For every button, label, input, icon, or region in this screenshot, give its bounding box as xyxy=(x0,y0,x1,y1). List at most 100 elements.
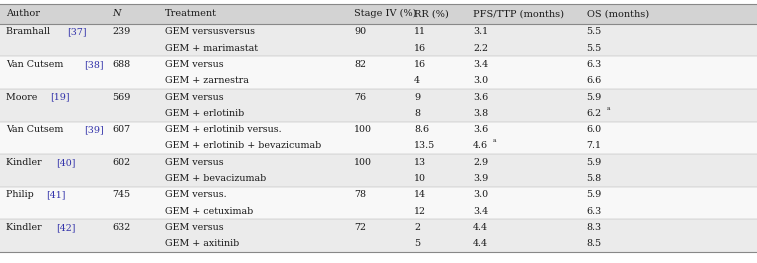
Bar xyxy=(0,40,757,56)
Text: 4.4: 4.4 xyxy=(473,239,488,248)
Text: 6.0: 6.0 xyxy=(587,125,602,134)
Bar xyxy=(0,236,757,252)
Text: 3.0: 3.0 xyxy=(473,190,488,199)
Text: 10: 10 xyxy=(414,174,426,183)
Text: GEM versus: GEM versus xyxy=(165,93,223,102)
Text: 100: 100 xyxy=(354,125,372,134)
Text: 5: 5 xyxy=(414,239,420,248)
Text: GEM versus: GEM versus xyxy=(165,60,223,69)
Text: PFS/TTP (months): PFS/TTP (months) xyxy=(473,9,564,18)
Text: 6.3: 6.3 xyxy=(587,60,602,69)
Text: GEM + marimastat: GEM + marimastat xyxy=(165,44,258,53)
Text: 78: 78 xyxy=(354,190,366,199)
Text: Stage IV (%): Stage IV (%) xyxy=(354,9,417,18)
Text: [38]: [38] xyxy=(84,60,104,69)
Text: 4.4: 4.4 xyxy=(473,223,488,232)
Text: GEM + axitinib: GEM + axitinib xyxy=(165,239,239,248)
Text: 12: 12 xyxy=(414,207,426,216)
Text: 602: 602 xyxy=(112,158,130,167)
Text: 76: 76 xyxy=(354,93,366,102)
Text: 90: 90 xyxy=(354,27,366,36)
Text: 3.4: 3.4 xyxy=(473,60,488,69)
Text: Van Cutsem: Van Cutsem xyxy=(6,60,67,69)
Bar xyxy=(0,170,757,187)
Text: Kindler: Kindler xyxy=(6,158,45,167)
Text: 8.6: 8.6 xyxy=(414,125,429,134)
Text: [42]: [42] xyxy=(56,223,76,232)
Text: [19]: [19] xyxy=(51,93,70,102)
Text: [39]: [39] xyxy=(84,125,104,134)
Text: 9: 9 xyxy=(414,93,420,102)
Text: GEM + cetuximab: GEM + cetuximab xyxy=(165,207,254,216)
Text: a: a xyxy=(493,138,496,143)
Text: 5.9: 5.9 xyxy=(587,190,602,199)
Text: Kindler: Kindler xyxy=(6,223,45,232)
Text: 3.0: 3.0 xyxy=(473,76,488,85)
Text: [40]: [40] xyxy=(56,158,76,167)
Text: 16: 16 xyxy=(414,44,426,53)
Bar xyxy=(0,122,757,138)
Bar xyxy=(0,24,757,40)
Text: Philip: Philip xyxy=(6,190,37,199)
Text: 4: 4 xyxy=(414,76,420,85)
Text: Moore: Moore xyxy=(6,93,40,102)
Text: 100: 100 xyxy=(354,158,372,167)
Text: 13.5: 13.5 xyxy=(414,141,435,150)
Text: 72: 72 xyxy=(354,223,366,232)
Text: 7.1: 7.1 xyxy=(587,141,602,150)
Text: [41]: [41] xyxy=(45,190,65,199)
Text: 8.3: 8.3 xyxy=(587,223,602,232)
Bar xyxy=(0,203,757,219)
Text: 11: 11 xyxy=(414,27,426,36)
Text: 2.9: 2.9 xyxy=(473,158,488,167)
Bar xyxy=(0,89,757,105)
Text: GEM + erlotinib: GEM + erlotinib xyxy=(165,109,245,118)
Text: 688: 688 xyxy=(112,60,130,69)
Text: 6.2: 6.2 xyxy=(587,109,602,118)
Text: 16: 16 xyxy=(414,60,426,69)
Text: 8.5: 8.5 xyxy=(587,239,602,248)
Text: 6.6: 6.6 xyxy=(587,76,602,85)
Text: GEM versus: GEM versus xyxy=(165,158,223,167)
Text: 3.8: 3.8 xyxy=(473,109,488,118)
Text: 239: 239 xyxy=(112,27,130,36)
Text: RR (%): RR (%) xyxy=(414,9,449,18)
Text: 569: 569 xyxy=(112,93,130,102)
Text: OS (months): OS (months) xyxy=(587,9,649,18)
Text: Author: Author xyxy=(6,9,40,18)
Text: GEM + zarnestra: GEM + zarnestra xyxy=(165,76,249,85)
Text: GEM versus: GEM versus xyxy=(165,223,223,232)
Text: GEM versus.: GEM versus. xyxy=(165,190,226,199)
Text: 632: 632 xyxy=(112,223,130,232)
Text: 3.9: 3.9 xyxy=(473,174,488,183)
Text: GEM + bevacizumab: GEM + bevacizumab xyxy=(165,174,266,183)
Text: 4.6: 4.6 xyxy=(473,141,488,150)
Text: 6.3: 6.3 xyxy=(587,207,602,216)
Text: 5.5: 5.5 xyxy=(587,27,602,36)
Bar xyxy=(0,187,757,203)
Bar xyxy=(0,138,757,154)
Bar xyxy=(0,219,757,236)
Text: GEM + erlotinib versus.: GEM + erlotinib versus. xyxy=(165,125,282,134)
Text: 5.5: 5.5 xyxy=(587,44,602,53)
Text: 8: 8 xyxy=(414,109,420,118)
Bar xyxy=(0,4,757,24)
Text: [37]: [37] xyxy=(67,27,86,36)
Bar xyxy=(0,56,757,73)
Text: Bramhall: Bramhall xyxy=(6,27,53,36)
Text: a: a xyxy=(606,105,609,111)
Bar xyxy=(0,105,757,122)
Text: 3.6: 3.6 xyxy=(473,93,488,102)
Bar xyxy=(0,154,757,170)
Text: 82: 82 xyxy=(354,60,366,69)
Text: 5.8: 5.8 xyxy=(587,174,602,183)
Text: 2: 2 xyxy=(414,223,420,232)
Text: 745: 745 xyxy=(112,190,130,199)
Text: Treatment: Treatment xyxy=(165,9,217,18)
Text: GEM + erlotinib + bevazicumab: GEM + erlotinib + bevazicumab xyxy=(165,141,321,150)
Text: GEM versusversus: GEM versusversus xyxy=(165,27,255,36)
Text: 3.6: 3.6 xyxy=(473,125,488,134)
Text: 3.1: 3.1 xyxy=(473,27,488,36)
Text: N: N xyxy=(112,9,120,18)
Bar xyxy=(0,73,757,89)
